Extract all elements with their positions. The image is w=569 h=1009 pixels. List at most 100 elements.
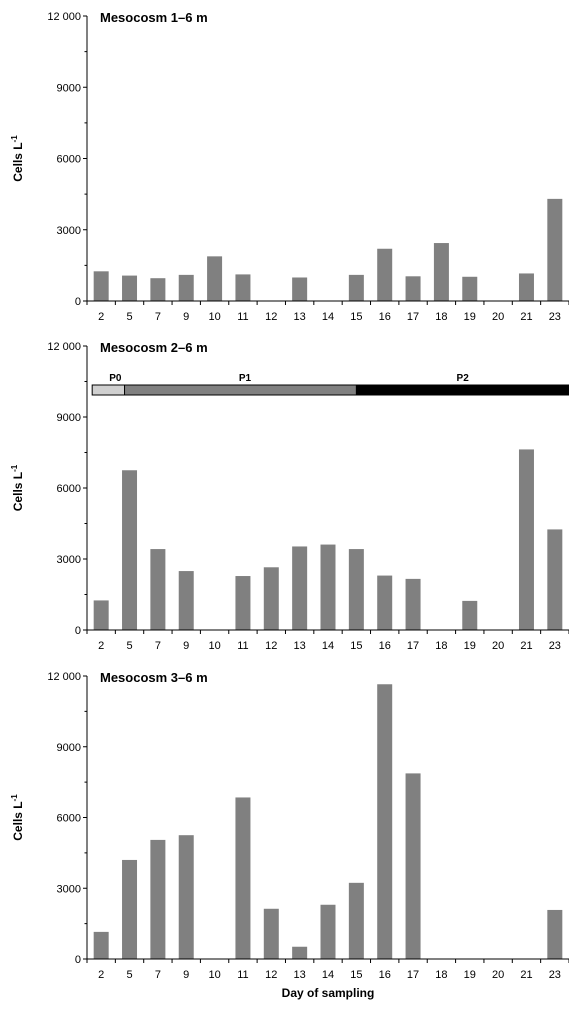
x-tick-label-panel3: 15 — [350, 969, 362, 981]
x-tick-label-panel1: 10 — [208, 311, 220, 323]
y-tick-label-panel1: 12 000 — [47, 11, 81, 23]
bar-panel1-day-16 — [377, 248, 393, 301]
x-tick-label-panel3: 17 — [407, 969, 419, 981]
x-tick-label-panel1: 23 — [549, 311, 561, 323]
x-tick-label-panel1: 5 — [126, 311, 132, 323]
y-tick-label-panel1: 0 — [75, 296, 81, 308]
bar-panel1-day-9 — [178, 274, 194, 301]
x-tick-label-panel2: 7 — [155, 640, 161, 652]
bar-panel2-day-17 — [405, 578, 421, 630]
y-tick-label-panel2: 3000 — [57, 554, 81, 566]
bar-panel1-day-2 — [93, 271, 109, 301]
y-axis-label-panel2: Cells L-1 — [10, 464, 25, 511]
x-tick-label-panel1: 18 — [435, 311, 447, 323]
x-tick-label-panel1: 21 — [520, 311, 532, 323]
x-tick-label-panel2: 12 — [265, 640, 277, 652]
x-tick-label-panel3: 7 — [155, 969, 161, 981]
bar-panel2-day-5 — [122, 470, 138, 630]
y-tick-label-panel2: 12 000 — [47, 341, 81, 353]
x-tick-label-panel1: 14 — [322, 311, 334, 323]
y-axis-label-superscript: -1 — [10, 464, 19, 472]
bar-panel3-day-14 — [320, 904, 336, 959]
phase-label-P1: P1 — [239, 373, 252, 384]
x-tick-label-panel2: 20 — [492, 640, 504, 652]
y-axis-label-superscript: -1 — [10, 135, 19, 143]
x-tick-label-panel2: 9 — [183, 640, 189, 652]
bar-panel2-day-21 — [518, 449, 534, 630]
phase-label-P2: P2 — [457, 373, 470, 384]
x-tick-label-panel3: 16 — [379, 969, 391, 981]
bar-panel1-day-5 — [122, 275, 138, 301]
x-tick-label-panel2: 15 — [350, 640, 362, 652]
bar-panel2-day-2 — [93, 600, 109, 630]
y-tick-label-panel2: 0 — [75, 625, 81, 637]
y-axis-label-main: Cells L — [11, 472, 25, 511]
x-tick-label-panel3: 19 — [464, 969, 476, 981]
bar-panel1-day-23 — [547, 198, 563, 301]
x-tick-label-panel3: 2 — [98, 969, 104, 981]
x-tick-label-panel2: 10 — [208, 640, 220, 652]
x-tick-label-panel2: 21 — [520, 640, 532, 652]
bar-panel3-day-2 — [93, 931, 109, 959]
bar-panel2-day-15 — [348, 549, 364, 630]
phase-bar-P2 — [355, 384, 569, 396]
x-tick-label-panel3: 21 — [520, 969, 532, 981]
bar-panel3-day-16 — [377, 684, 393, 959]
bar-panel3-day-7 — [150, 839, 166, 959]
bar-panel3-day-11 — [235, 797, 251, 959]
bar-panel3-day-23 — [547, 909, 563, 959]
x-tick-label-panel1: 19 — [464, 311, 476, 323]
panel-title-1: Mesocosm 1–6 m — [100, 10, 208, 25]
y-axis-label-main: Cells L — [11, 142, 25, 181]
x-tick-label-panel1: 17 — [407, 311, 419, 323]
y-tick-label-panel3: 0 — [75, 954, 81, 966]
bar-panel1-day-11 — [235, 274, 251, 301]
bar-panel2-day-16 — [377, 575, 393, 630]
bar-panel2-day-7 — [150, 549, 166, 630]
x-tick-label-panel2: 13 — [294, 640, 306, 652]
x-tick-label-panel2: 23 — [549, 640, 561, 652]
bar-panel3-day-5 — [122, 859, 138, 959]
y-tick-label-panel3: 12 000 — [47, 671, 81, 683]
x-tick-label-panel2: 5 — [126, 640, 132, 652]
x-tick-label-panel2: 19 — [464, 640, 476, 652]
bar-panel1-day-15 — [348, 274, 364, 301]
x-tick-label-panel2: 18 — [435, 640, 447, 652]
bar-panel2-day-14 — [320, 544, 336, 630]
x-tick-label-panel1: 11 — [237, 311, 248, 323]
bar-panel1-day-7 — [150, 278, 166, 301]
y-tick-label-panel2: 6000 — [57, 483, 81, 495]
bar-panel2-day-11 — [235, 576, 251, 630]
x-tick-label-panel3: 11 — [237, 969, 248, 981]
x-tick-label-panel1: 16 — [379, 311, 391, 323]
bar-panel3-day-13 — [292, 946, 308, 959]
panel-title-3: Mesocosm 3–6 m — [100, 670, 208, 685]
bar-panel1-day-19 — [462, 276, 478, 301]
y-axis-label-panel3: Cells L-1 — [10, 794, 25, 841]
x-tick-label-panel1: 20 — [492, 311, 504, 323]
x-tick-label-panel3: 13 — [294, 969, 306, 981]
x-tick-label-panel2: 17 — [407, 640, 419, 652]
y-tick-label-panel1: 9000 — [57, 82, 81, 94]
x-tick-label-panel1: 13 — [294, 311, 306, 323]
x-tick-label-panel1: 2 — [98, 311, 104, 323]
bar-panel1-day-21 — [518, 273, 534, 301]
x-tick-label-panel1: 7 — [155, 311, 161, 323]
x-axis-label: Day of sampling — [282, 986, 375, 1000]
bar-panel3-day-15 — [348, 882, 364, 959]
bar-panel1-day-13 — [292, 277, 308, 301]
y-axis-label-superscript: -1 — [10, 794, 19, 802]
x-tick-label-panel3: 10 — [208, 969, 220, 981]
bar-panel3-day-12 — [263, 908, 279, 959]
y-tick-label-panel1: 3000 — [57, 225, 81, 237]
x-tick-label-panel1: 15 — [350, 311, 362, 323]
y-tick-label-panel3: 3000 — [57, 883, 81, 895]
x-tick-label-panel1: 12 — [265, 311, 277, 323]
bar-panel2-day-13 — [292, 546, 308, 630]
x-tick-label-panel1: 9 — [183, 311, 189, 323]
x-tick-label-panel3: 5 — [126, 969, 132, 981]
x-tick-label-panel3: 20 — [492, 969, 504, 981]
bar-panel2-day-12 — [263, 567, 279, 630]
